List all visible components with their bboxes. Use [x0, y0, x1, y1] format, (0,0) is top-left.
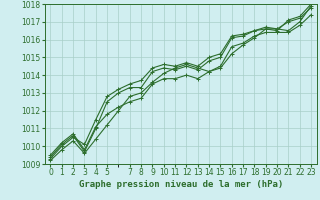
- X-axis label: Graphe pression niveau de la mer (hPa): Graphe pression niveau de la mer (hPa): [79, 180, 283, 189]
